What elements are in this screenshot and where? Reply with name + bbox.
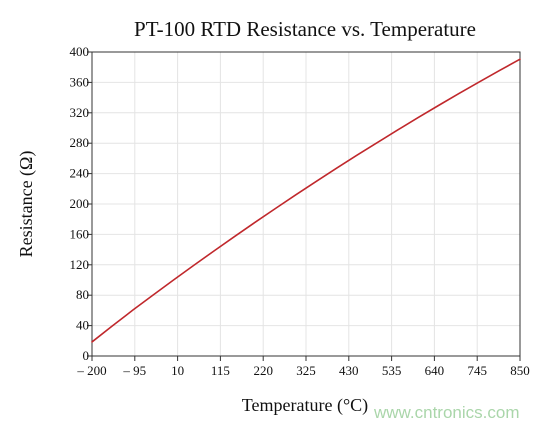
y-tick-label: 360 bbox=[70, 74, 90, 89]
watermark-text: www.cntronics.com bbox=[373, 403, 519, 422]
x-tick-label: 850 bbox=[510, 363, 530, 378]
x-tick-label: 325 bbox=[296, 363, 316, 378]
y-tick-label: 200 bbox=[70, 196, 90, 211]
y-tick-label: 320 bbox=[70, 105, 90, 120]
x-tick-label: – 95 bbox=[122, 363, 146, 378]
x-tick-label: 640 bbox=[425, 363, 445, 378]
y-tick-label: 280 bbox=[70, 135, 90, 150]
x-tick-label: 10 bbox=[171, 363, 184, 378]
y-tick-label: 40 bbox=[76, 318, 89, 333]
y-axis-label: Resistance (Ω) bbox=[16, 151, 37, 258]
x-tick-label: 115 bbox=[211, 363, 230, 378]
series-line bbox=[91, 58, 521, 343]
x-tick-label: 535 bbox=[382, 363, 402, 378]
series-layer bbox=[91, 58, 521, 343]
x-tick-label: 220 bbox=[253, 363, 273, 378]
y-tick-label: 0 bbox=[83, 348, 90, 363]
grid-lines bbox=[91, 51, 521, 357]
x-tick-label: – 200 bbox=[76, 363, 106, 378]
x-axis-label: Temperature (°C) bbox=[242, 395, 368, 416]
chart-title: PT-100 RTD Resistance vs. Temperature bbox=[134, 17, 476, 41]
y-tick-label: 240 bbox=[70, 166, 90, 181]
y-tick-label: 120 bbox=[70, 257, 90, 272]
x-tick-label: 745 bbox=[467, 363, 487, 378]
y-tick-label: 80 bbox=[76, 287, 89, 302]
y-tick-label: 400 bbox=[70, 44, 90, 59]
y-tick-label: 160 bbox=[70, 226, 90, 241]
axis-ticks: – 200 – 95 10 115 220 325 430 535 640 745 850 0 40 80… bbox=[70, 44, 530, 378]
x-tick-label: 430 bbox=[339, 363, 359, 378]
